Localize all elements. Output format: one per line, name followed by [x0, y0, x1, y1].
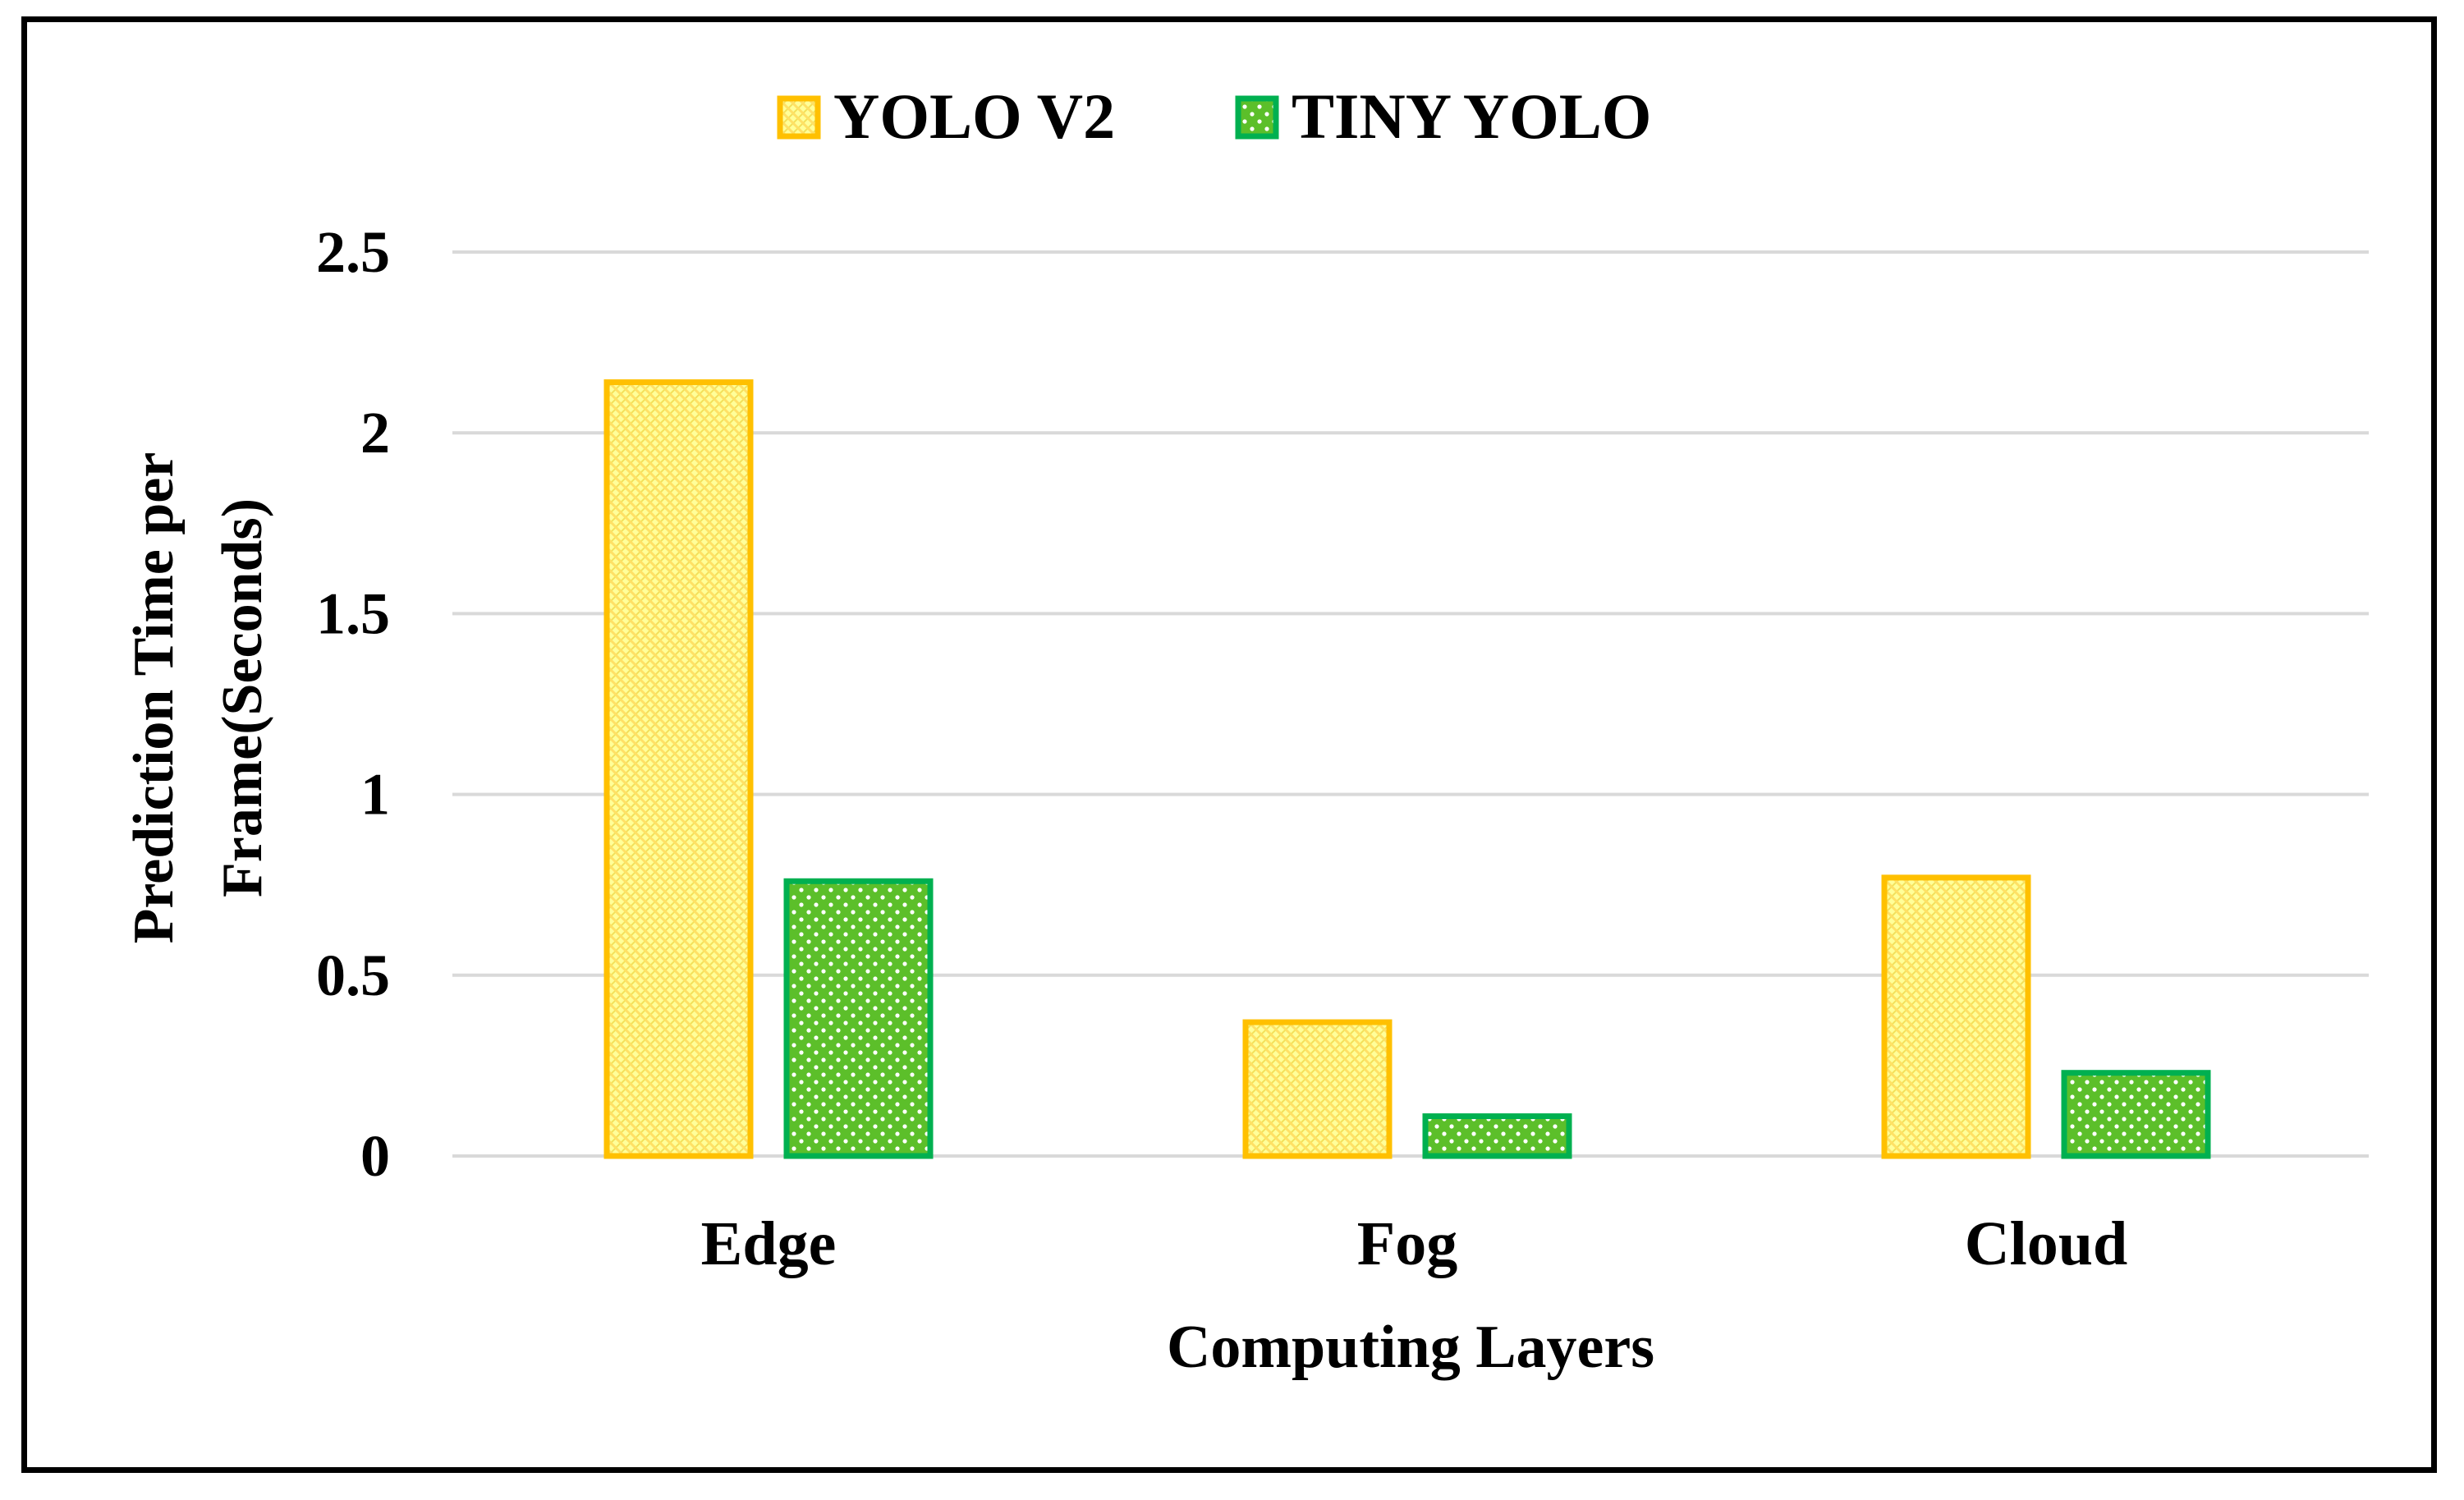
x-tick-label-cloud: Cloud: [1965, 1209, 2128, 1278]
y-tick-labels: 0 0.5 1 1.5 2 2.5: [316, 219, 390, 1189]
legend-item-yolo-v2: YOLO V2: [777, 80, 1115, 152]
y-tick-label: 0: [360, 1123, 390, 1189]
chart-frame: [21, 16, 2437, 1473]
bar-tiny-yolo-cloud: [2061, 1070, 2211, 1159]
legend-label-yolo-v2: YOLO V2: [833, 80, 1115, 152]
bar-yolo-v2-edge: [603, 379, 754, 1159]
bars: [603, 379, 2211, 1159]
legend: YOLO V2 TINY YOLO: [777, 80, 1651, 152]
y-tick-label: 1.5: [316, 580, 390, 646]
legend-item-tiny-yolo: TINY YOLO: [1235, 80, 1651, 152]
bar-yolo-v2-cloud: [1881, 874, 2031, 1159]
legend-label-tiny-yolo: TINY YOLO: [1292, 80, 1651, 152]
legend-swatch-tiny-yolo: [1235, 95, 1279, 140]
x-tick-label-edge: Edge: [701, 1209, 837, 1278]
x-axis-label: Computing Layers: [1167, 1314, 1654, 1381]
gridlines: [452, 250, 2369, 1158]
bar-yolo-v2-fog: [1242, 1019, 1393, 1159]
y-tick-label: 2: [360, 400, 390, 466]
bar-tiny-yolo-fog: [1422, 1113, 1572, 1159]
bar-tiny-yolo-edge: [783, 878, 934, 1159]
legend-swatch-yolo-v2: [777, 95, 821, 140]
x-tick-labels: Edge Fog Cloud: [701, 1209, 2128, 1278]
y-tick-label: 2.5: [316, 219, 390, 285]
y-axis-label-line1: Prediction Time per: [122, 452, 186, 944]
y-tick-label: 0.5: [316, 943, 390, 1008]
y-axis-label-line2: Frame(Seconds): [211, 498, 274, 897]
y-tick-label: 1: [360, 762, 390, 828]
x-tick-label-fog: Fog: [1357, 1209, 1457, 1278]
